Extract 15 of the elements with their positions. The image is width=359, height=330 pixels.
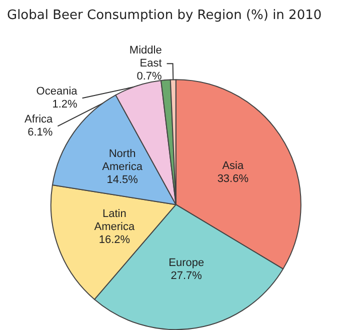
slice-label: Asia <box>222 160 244 172</box>
data-label: 33.6% <box>217 172 249 185</box>
slice-label: Middle East <box>129 44 162 70</box>
slice-label: Oceania <box>36 86 78 98</box>
slice-label: Africa <box>24 114 54 126</box>
slice-label: Europe <box>168 256 204 269</box>
data-label: 27.7% <box>170 270 202 282</box>
data-label: 0.7% <box>136 70 162 83</box>
chart-title: Global Beer Consumption by Region (%) in 2010 <box>7 8 322 23</box>
slice-label: Latin America <box>94 208 136 234</box>
slice-label: North America <box>102 148 144 173</box>
data-label: 14.5% <box>106 174 138 186</box>
data-label: 6.1% <box>28 126 53 139</box>
data-label: 16.2% <box>98 234 130 246</box>
data-label: 1.2% <box>52 98 78 111</box>
